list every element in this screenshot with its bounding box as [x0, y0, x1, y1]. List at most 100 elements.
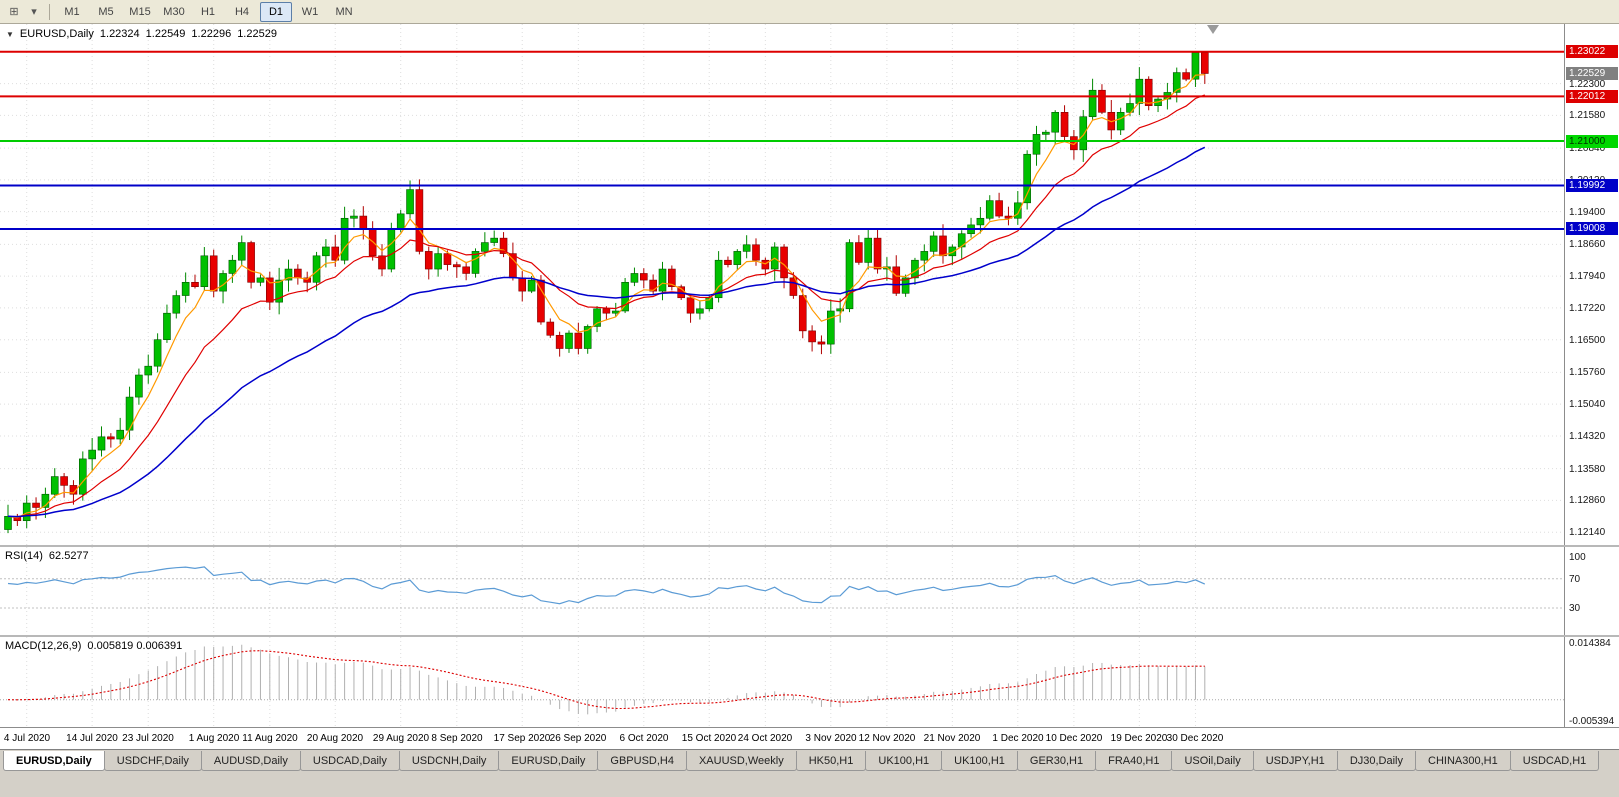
candle-body — [826, 310, 835, 345]
candle-body — [593, 308, 601, 327]
chart-tab-uk100-h1[interactable]: UK100,H1 — [865, 751, 943, 771]
timeframe-m1[interactable]: M1 — [64, 5, 80, 18]
candle-body — [639, 273, 648, 281]
price-chart-canvas[interactable] — [0, 24, 1564, 545]
chart-tab-china300-h1[interactable]: CHINA300,H1 — [1415, 751, 1511, 771]
candle-body — [611, 310, 620, 314]
chart-tab-usdcad-daily[interactable]: USDCAD,Daily — [299, 751, 400, 771]
price-badge: 1.21000 — [1566, 135, 1618, 148]
candle-body — [69, 485, 78, 495]
candle-body — [247, 242, 255, 283]
candle-body — [452, 264, 461, 268]
candle-body — [275, 279, 283, 303]
timeframe-m15[interactable]: M15 — [129, 5, 151, 18]
chart-windows-icon[interactable]: ⊞ — [9, 6, 19, 18]
candle-body — [658, 268, 667, 292]
chart-tab-usdchf-daily[interactable]: USDCHF,Daily — [103, 751, 202, 771]
candle-body — [499, 237, 508, 254]
candle-body — [789, 277, 798, 296]
candle-body — [845, 242, 854, 310]
timeframe-mn[interactable]: MN — [335, 5, 353, 18]
date-label: 12 Nov 2020 — [858, 733, 916, 744]
timeframe-d1[interactable]: D1 — [260, 1, 292, 22]
ohlc-close: 1.22529 — [237, 28, 277, 40]
timeframe-h4[interactable]: H4 — [234, 5, 250, 18]
chart-shift-marker[interactable] — [1207, 25, 1219, 34]
price-tick: 1.22300 — [1569, 79, 1606, 90]
price-tick: 1.21580 — [1569, 110, 1606, 121]
candle-body — [864, 237, 873, 263]
chart-tab-gbpusd-h4[interactable]: GBPUSD,H4 — [597, 751, 687, 771]
candle-body — [817, 341, 826, 345]
candle-body — [686, 297, 695, 314]
macd-indicator-name: MACD(12,26,9) — [5, 640, 82, 652]
candle-body — [602, 308, 611, 314]
candle-body — [668, 268, 676, 288]
candle-body — [107, 436, 115, 440]
chart-tab-fra40-h1[interactable]: FRA40,H1 — [1095, 751, 1173, 771]
date-label: 8 Sep 2020 — [431, 733, 483, 744]
timeframe-m5[interactable]: M5 — [98, 5, 114, 18]
date-label: 17 Sep 2020 — [493, 733, 551, 744]
candle-body — [1116, 112, 1125, 131]
candle-body — [172, 295, 181, 314]
candle-body — [284, 268, 293, 281]
candle-body — [481, 242, 489, 252]
rsi-panel-canvas[interactable] — [0, 547, 1564, 635]
price-badge: 1.19992 — [1566, 179, 1618, 192]
chart-tab-hk50-h1[interactable]: HK50,H1 — [795, 751, 867, 771]
panel-splitter[interactable] — [0, 635, 1619, 637]
macd-panel-canvas[interactable] — [0, 637, 1564, 727]
candle-body — [1060, 112, 1069, 137]
chart-tab-audusd-daily[interactable]: AUDUSD,Daily — [200, 751, 301, 771]
candle-body — [1042, 131, 1050, 135]
candle-body — [995, 200, 1003, 217]
candle-body — [88, 449, 96, 460]
price-axis: 1.223001.215801.208401.201201.194001.186… — [1564, 24, 1619, 727]
chart-tab-usdcad-h1[interactable]: USDCAD,H1 — [1509, 751, 1600, 771]
candle-body — [209, 255, 218, 292]
chart-title: ▼ EURUSD,Daily 1.22324 1.22549 1.22296 1… — [6, 28, 277, 40]
candle-body — [350, 215, 358, 219]
candle-body — [976, 217, 985, 226]
rsi-tick: 70 — [1569, 574, 1581, 585]
chart-tab-usoil-daily[interactable]: USOil,Daily — [1171, 751, 1254, 771]
date-label: 19 Dec 2020 — [1110, 733, 1168, 744]
panel-splitter[interactable] — [0, 545, 1619, 547]
rsi-indicator-name: RSI(14) — [5, 550, 43, 562]
chart-tab-uk100-h1[interactable]: UK100,H1 — [941, 751, 1018, 771]
date-label: 24 Oct 2020 — [737, 733, 793, 744]
candle-body — [462, 266, 470, 274]
rsi-tick: 100 — [1569, 552, 1586, 563]
price-tick: 1.15040 — [1569, 399, 1606, 410]
chart-tab-dj30-daily[interactable]: DJ30,Daily — [1336, 751, 1416, 771]
chart-tab-eurusd-daily[interactable]: EURUSD,Daily — [3, 751, 105, 771]
ohlc-high: 1.22549 — [145, 28, 186, 40]
candle-body — [1013, 202, 1022, 219]
chart-tab-xauusd-weekly[interactable]: XAUUSD,Weekly — [685, 751, 797, 771]
timeframe-m30[interactable]: M30 — [163, 5, 185, 18]
candle-body — [406, 189, 414, 215]
timeframe-w1[interactable]: W1 — [301, 5, 319, 18]
candle-body — [434, 253, 442, 270]
price-tick: 1.14320 — [1569, 431, 1606, 442]
price-tick: 1.17220 — [1569, 303, 1606, 314]
candle-body — [761, 259, 770, 270]
dropdown-caret-icon[interactable]: ▾ — [31, 6, 37, 18]
candle-body — [1126, 103, 1134, 113]
candle-body — [574, 332, 583, 349]
candle-body — [415, 189, 424, 252]
chart-tab-usdjpy-h1[interactable]: USDJPY,H1 — [1252, 751, 1338, 771]
date-label: 10 Dec 2020 — [1045, 733, 1103, 744]
chart-tab-bar: EURUSD,Daily USDCHF,Daily AUDUSD,Daily USDC… — [0, 749, 1619, 773]
candle-body — [116, 429, 124, 440]
timeframe-h1[interactable]: H1 — [200, 5, 216, 18]
chart-tab-eurusd-daily[interactable]: EURUSD,Daily — [498, 751, 599, 771]
candle-body — [490, 237, 499, 243]
candle-body — [1088, 89, 1097, 118]
candle-body — [537, 279, 545, 323]
candle-body — [808, 330, 816, 343]
chart-tab-ger30-h1[interactable]: GER30,H1 — [1016, 751, 1097, 771]
candle-body — [583, 326, 592, 349]
chart-tab-usdcnh-daily[interactable]: USDCNH,Daily — [398, 751, 500, 771]
